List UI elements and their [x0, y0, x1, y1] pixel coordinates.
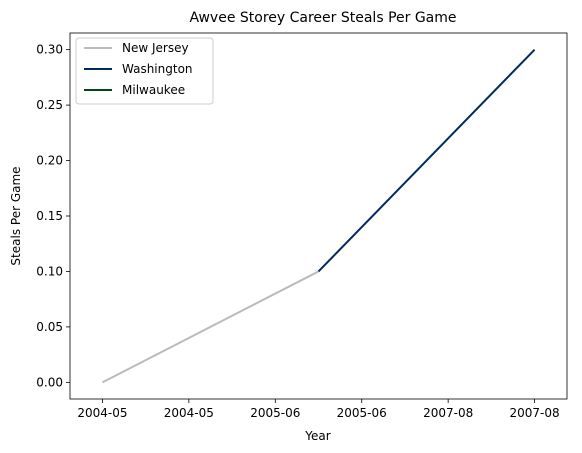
x-tick-label: 2005-06: [337, 406, 387, 420]
chart-title: Awvee Storey Career Steals Per Game: [189, 10, 456, 26]
legend-box: [75, 37, 214, 105]
legend-entry: New Jersey: [122, 41, 189, 55]
x-tick-label: 2007-08: [510, 406, 560, 420]
y-tick-label: 0.00: [36, 375, 63, 389]
x-tick-label: 2004-05: [164, 406, 214, 420]
y-tick-label: 0.10: [36, 264, 63, 278]
x-tick-label: 2007-08: [423, 406, 473, 420]
legend: New Jersey Washington Milwaukee: [75, 37, 214, 105]
series-line-washington: [317, 48, 536, 273]
x-tick-label: 2005-06: [250, 406, 300, 420]
legend-entry: Washington: [122, 62, 193, 76]
x-tick-label: 2004-05: [77, 406, 127, 420]
legend-entry: Milwaukee: [122, 83, 185, 97]
y-tick-label: 0.15: [36, 209, 63, 223]
y-axis-label: Steals Per Game: [9, 166, 23, 265]
y-tick-label: 0.30: [36, 43, 63, 57]
y-tick-label: 0.20: [36, 154, 63, 168]
y-tick-label: 0.05: [36, 320, 63, 334]
plot-area: 0.00 0.05 0.10 0.15 0.20 0.25 0.30 2004-05 2004-…: [36, 32, 568, 420]
series-line-new-jersey: [101, 270, 319, 384]
x-axis-label: Year: [304, 429, 330, 443]
y-tick-label: 0.25: [36, 98, 63, 112]
